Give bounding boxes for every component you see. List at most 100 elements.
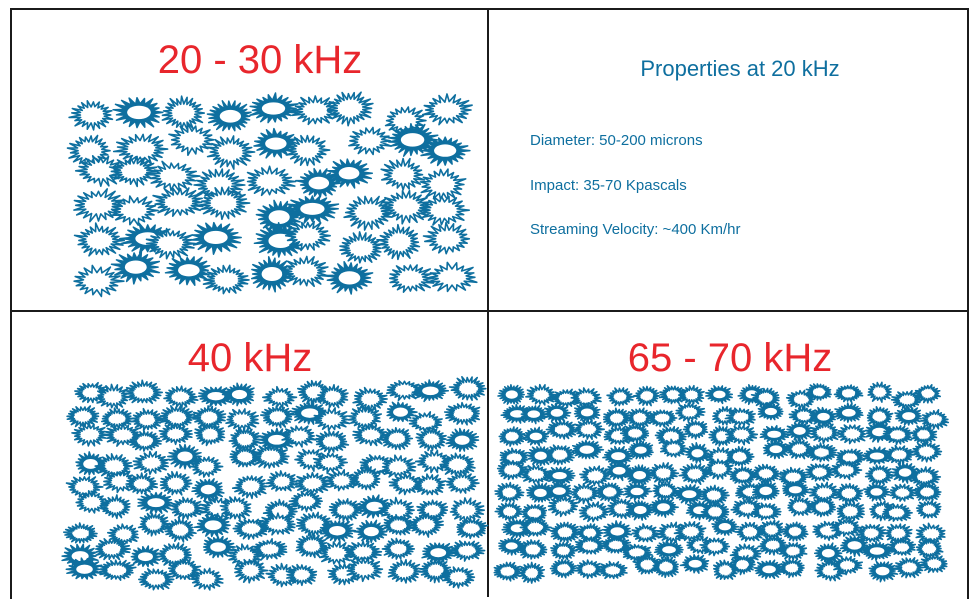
bubble xyxy=(73,264,125,298)
bubble xyxy=(752,463,782,484)
bubble-core xyxy=(902,412,916,420)
bubble xyxy=(713,559,740,580)
bubble-core xyxy=(231,389,248,400)
bubble-core xyxy=(612,466,626,475)
bubble xyxy=(158,422,193,446)
bubble-core xyxy=(124,260,147,274)
bubble xyxy=(443,401,481,426)
bubble-core xyxy=(366,501,383,512)
bubble xyxy=(192,405,227,430)
bubble xyxy=(836,500,865,523)
bubble xyxy=(138,568,175,591)
bubble-core xyxy=(718,523,732,531)
bubble-core xyxy=(510,524,525,533)
bubble xyxy=(833,384,864,403)
bubble xyxy=(346,557,384,583)
bubble xyxy=(652,556,679,579)
bubble xyxy=(785,389,817,410)
bubble xyxy=(265,470,298,492)
bubble xyxy=(915,537,944,560)
bubble xyxy=(574,559,604,580)
bubble xyxy=(837,424,867,445)
bubble-core xyxy=(505,542,518,550)
bubble-core xyxy=(762,565,776,574)
bubble xyxy=(164,517,197,543)
bubble xyxy=(414,449,453,474)
bubble xyxy=(68,100,114,131)
bubble xyxy=(914,384,941,404)
bubble xyxy=(231,475,269,500)
bubble-core xyxy=(764,407,777,416)
bubble-core xyxy=(633,470,647,480)
bubble xyxy=(573,535,605,555)
bubble xyxy=(262,385,298,409)
bubble xyxy=(129,407,164,432)
bubble-core xyxy=(821,549,835,558)
bubble xyxy=(597,560,628,580)
bubble-core xyxy=(268,434,286,445)
bubble xyxy=(339,231,384,264)
bubble xyxy=(111,195,159,226)
bubble xyxy=(783,438,815,460)
bubble xyxy=(387,558,422,584)
bubble xyxy=(448,376,487,401)
bubble xyxy=(549,521,581,543)
bubble xyxy=(575,523,604,544)
bubble xyxy=(915,499,942,519)
bubble xyxy=(419,168,467,202)
bubble xyxy=(659,438,689,458)
bubble xyxy=(344,540,383,564)
bubble-core xyxy=(527,410,541,418)
bubble-core xyxy=(210,542,226,552)
bubble xyxy=(805,442,838,463)
bubble xyxy=(388,472,423,496)
bubble xyxy=(380,189,431,225)
bubble-core xyxy=(308,176,330,190)
bubble-core xyxy=(691,449,704,458)
bubble xyxy=(456,517,489,540)
panel-grid xyxy=(10,8,969,599)
bubble xyxy=(725,424,759,446)
bubble-core xyxy=(261,266,283,282)
bubble-core xyxy=(329,526,346,536)
bubble-core xyxy=(610,527,625,536)
bubble xyxy=(197,186,251,221)
bubble xyxy=(494,501,525,522)
bubble xyxy=(441,566,476,589)
bubble xyxy=(128,429,163,452)
bubble xyxy=(699,484,730,506)
bubble xyxy=(652,480,680,501)
bubble xyxy=(725,445,755,467)
bubble xyxy=(108,155,160,188)
bubble-core xyxy=(793,426,806,435)
bubble xyxy=(294,448,328,472)
bubble xyxy=(260,405,295,429)
bubble xyxy=(388,264,435,293)
properties-heading: Properties at 20 kHz xyxy=(640,56,840,81)
bubble xyxy=(312,452,348,475)
bubble xyxy=(100,494,131,520)
bubble-core xyxy=(759,486,773,496)
bubble xyxy=(228,426,262,451)
bubble xyxy=(778,542,808,561)
bubble-core xyxy=(688,559,702,568)
bubble-core xyxy=(869,452,885,460)
bubble xyxy=(648,409,678,428)
bubble-core xyxy=(338,271,361,285)
bubble xyxy=(493,561,523,582)
bubble xyxy=(137,511,171,537)
bubble-core xyxy=(662,546,676,554)
bubble xyxy=(167,558,202,580)
bubble xyxy=(326,91,374,127)
bubble xyxy=(829,519,863,537)
bubble-core xyxy=(127,105,151,120)
bubble xyxy=(578,501,610,523)
bubble-core xyxy=(505,390,518,399)
bubble-core xyxy=(261,102,286,115)
bubble xyxy=(132,450,170,475)
bubble xyxy=(809,421,840,445)
bubble xyxy=(887,538,917,556)
bubble xyxy=(606,498,636,520)
bubble xyxy=(95,537,132,561)
